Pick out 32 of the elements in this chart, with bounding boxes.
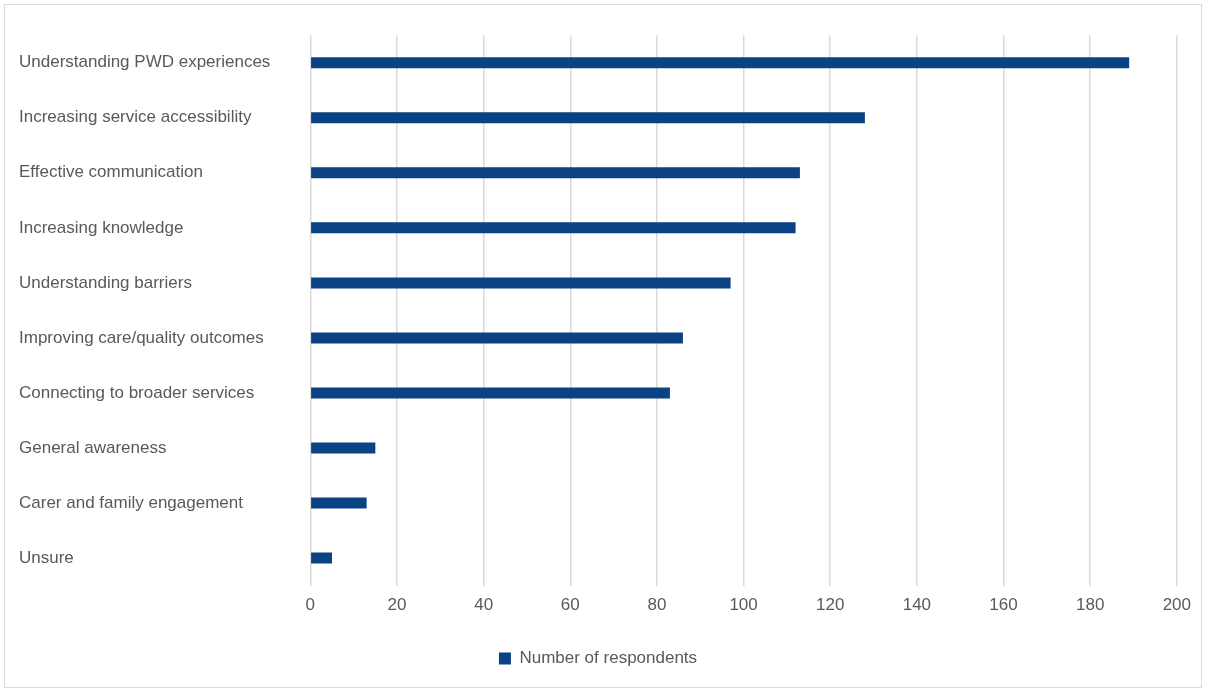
bar (311, 497, 367, 509)
bar (311, 387, 670, 399)
x-tick-label: 60 (560, 595, 580, 615)
bar (311, 277, 731, 289)
x-tick-label: 40 (474, 595, 494, 615)
x-tick-label: 180 (1075, 595, 1105, 615)
bar (311, 167, 800, 179)
y-tick-label: Understanding barriers (19, 272, 192, 292)
y-tick-label: Effective communication (19, 162, 203, 182)
y-tick-label: Increasing knowledge (19, 217, 184, 237)
x-tick-label: 80 (647, 595, 667, 615)
y-tick-label: Understanding PWD experiences (19, 52, 271, 72)
x-tick-label: 160 (989, 595, 1018, 615)
x-tick-label: 140 (902, 595, 932, 615)
x-tick-label: 100 (729, 595, 758, 615)
y-tick-label: Increasing service accessibility (19, 107, 252, 127)
legend-label: Number of respondents (519, 648, 698, 668)
y-tick-label: Carer and family engagement (19, 492, 244, 512)
bar (311, 442, 376, 454)
bar (311, 332, 683, 344)
x-tick-label: 0 (305, 595, 316, 615)
x-tick-label: 20 (387, 595, 407, 615)
y-tick-label: General awareness (19, 437, 167, 457)
x-tick-label: 120 (816, 595, 845, 615)
bar (311, 552, 333, 564)
y-tick-label: Unsure (19, 547, 74, 567)
bar (311, 222, 796, 234)
y-tick-label: Connecting to broader services (19, 382, 255, 402)
bar (311, 57, 1130, 69)
y-tick-label: Improving care/quality outcomes (19, 327, 264, 347)
bar (311, 112, 865, 124)
x-tick-label: 200 (1162, 595, 1192, 615)
